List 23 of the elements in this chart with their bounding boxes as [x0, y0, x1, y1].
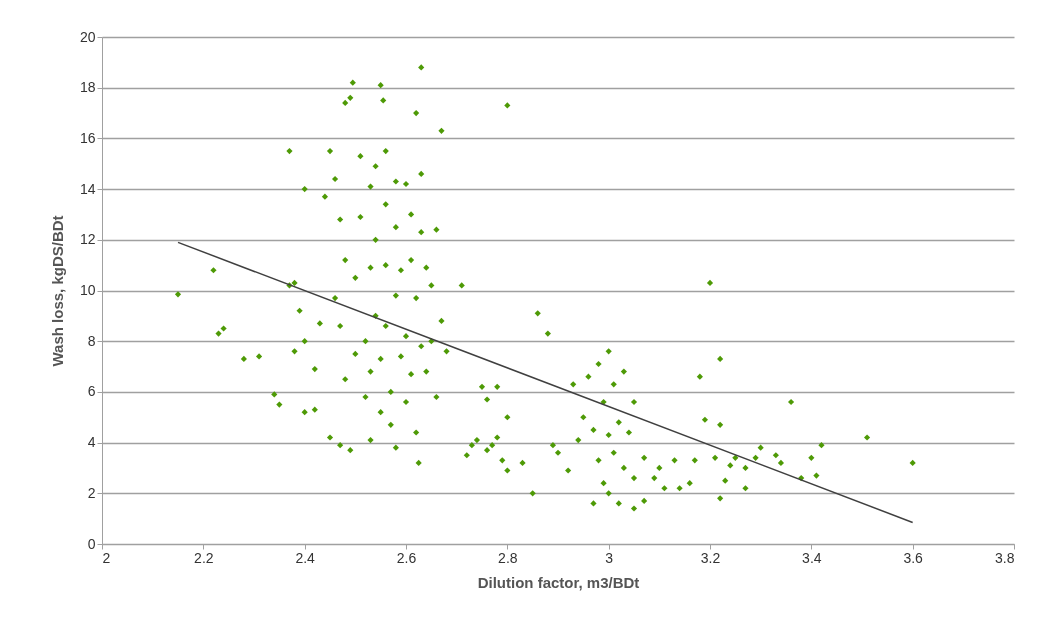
- y-tick-label: 18: [79, 79, 96, 96]
- x-tick-label: 3.8: [995, 549, 1015, 566]
- x-tick-label: 2.8: [498, 549, 518, 566]
- x-tick-label: 3.4: [802, 549, 822, 566]
- x-tick-label: 3.2: [700, 549, 721, 566]
- x-tick-label: 2: [102, 549, 111, 566]
- y-tick-label: 14: [79, 180, 96, 197]
- y-tick-label: 4: [87, 434, 96, 451]
- x-tick-label: 3.6: [903, 549, 924, 566]
- y-tick-label: 20: [79, 28, 96, 45]
- y-tick-label: 16: [79, 129, 96, 146]
- y-tick-label: 12: [79, 231, 96, 248]
- y-tick-label: 8: [87, 332, 96, 349]
- y-axis-title: Wash loss, kgDS/BDt: [48, 215, 66, 367]
- y-tick-label: 2: [87, 484, 96, 501]
- x-axis-title: Dilution factor, m3/BDt: [477, 573, 640, 591]
- x-tick-label: 2.6: [396, 549, 417, 566]
- y-tick-label: 10: [79, 282, 96, 298]
- y-tick-label: 6: [87, 383, 96, 400]
- x-tick-label: 2.4: [295, 549, 316, 566]
- y-tick-label: 0: [87, 535, 96, 552]
- x-tick-label: 2.2: [194, 549, 214, 566]
- x-tick-label: 3: [605, 549, 614, 566]
